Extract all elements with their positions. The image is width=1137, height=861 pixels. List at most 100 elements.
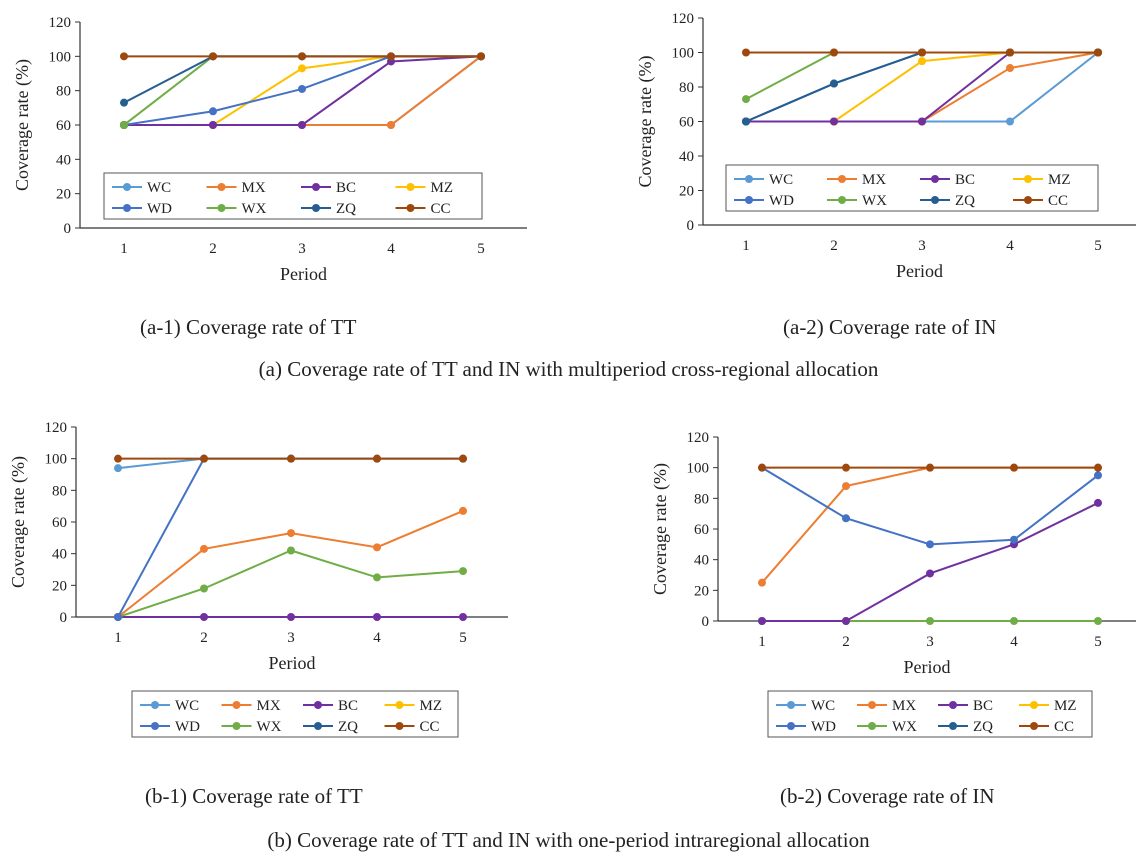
x-tick-label: 4 (373, 630, 381, 646)
series-line-wx (117, 549, 464, 618)
point-bc (287, 613, 295, 621)
x-tick-label: 3 (287, 630, 295, 646)
x-tick-label: 1 (742, 238, 750, 254)
y-axis-title: Coverage rate (%) (12, 59, 33, 191)
point-mz (298, 64, 306, 73)
y-tick-label: 20 (694, 583, 709, 599)
y-axis-title: Coverage rate (%) (8, 456, 29, 588)
y-axis-title: Coverage rate (%) (635, 56, 656, 188)
point-mx (373, 543, 381, 552)
point-bc (1094, 498, 1102, 507)
chart-a1: 0 20 40 60 80 100 120 1 2 3 4 5 Period Coverage rate … (12, 15, 527, 284)
point-bc (298, 121, 306, 129)
point-mx (459, 506, 467, 515)
legend-marker-wx (838, 196, 846, 204)
legend-label-wx: WX (862, 193, 887, 209)
series-line-mx (117, 509, 464, 618)
y-tick-label: 120 (45, 420, 68, 436)
legend-label-mx: MX (242, 180, 266, 196)
y-tick-label: 0 (60, 610, 68, 626)
point-bc (918, 117, 926, 126)
legend-marker-mz (406, 183, 415, 191)
legend: WC MX BC MZ WD WX ZQ CC (767, 690, 1093, 738)
point-mx (1006, 64, 1014, 73)
point-mx (758, 578, 766, 587)
point-wx (287, 546, 295, 555)
series-line-wd (117, 457, 463, 618)
point-bc (830, 117, 838, 126)
point-wc (1006, 117, 1014, 126)
caption-a2: (a-2) Coverage rate of IN (783, 315, 997, 339)
legend-label-wx: WX (257, 719, 282, 735)
point-cc (120, 52, 128, 61)
y-tick-label: 40 (52, 547, 67, 563)
legend-label-bc: BC (955, 172, 975, 188)
caption-a: (a) Coverage rate of TT and IN with mult… (258, 357, 879, 381)
point-bc (209, 121, 217, 129)
legend-label-mz: MZ (1048, 172, 1071, 188)
legend-label-mx: MX (257, 698, 281, 714)
y-tick-label: 60 (679, 115, 694, 131)
x-tick-label: 4 (1006, 238, 1014, 254)
y-tick-label: 40 (679, 149, 694, 165)
y-tick-label: 20 (56, 187, 71, 203)
point-cc (926, 463, 934, 472)
point-wd (298, 84, 306, 93)
legend-label-mx: MX (862, 172, 886, 188)
x-tick-label: 5 (459, 630, 467, 646)
point-wd (209, 107, 217, 116)
legend-label-wc: WC (147, 180, 171, 196)
legend-marker-mx (838, 175, 846, 183)
legend-marker-cc (1030, 722, 1038, 730)
point-cc (1094, 463, 1102, 472)
legend-label-mz: MZ (431, 180, 454, 196)
point-wd (1094, 471, 1102, 480)
chart-b1: 0 20 40 60 80 100 120 1 2 3 4 5 Period Coverage rate … (8, 420, 508, 738)
legend-marker-wd (787, 722, 795, 730)
x-tick-label: 4 (387, 241, 395, 257)
legend-label-wc: WC (769, 172, 793, 188)
y-axis-title: Coverage rate (%) (650, 463, 671, 595)
y-tick-label: 80 (52, 483, 67, 499)
y-tick-label: 80 (679, 80, 694, 96)
y-tick-label: 100 (45, 452, 68, 468)
x-tick-label: 4 (1010, 634, 1018, 650)
point-wc (114, 464, 122, 473)
legend-label-wd: WD (175, 719, 200, 735)
point-wx (926, 617, 934, 625)
legend-marker-mx (217, 183, 226, 191)
legend-label-cc: CC (420, 719, 440, 735)
point-cc (1006, 48, 1014, 57)
point-zq (120, 98, 128, 107)
legend-marker-zq (314, 722, 322, 730)
legend-label-mz: MZ (420, 698, 443, 714)
x-tick-label: 1 (758, 634, 766, 650)
y-tick-label: 60 (56, 118, 71, 134)
point-wd (842, 514, 850, 523)
legend: WC MX BC MZ WD WX ZQ CC (725, 164, 1099, 212)
legend-box (767, 690, 1093, 738)
point-bc (842, 617, 850, 625)
y-tick-label: 40 (56, 152, 71, 168)
legend-label-zq: ZQ (955, 193, 975, 209)
legend-marker-mx (868, 701, 876, 709)
point-wd (114, 613, 122, 621)
point-mx (200, 544, 208, 553)
series-line-mx (761, 466, 1098, 584)
y-tick-label: 80 (56, 84, 71, 100)
legend-label-wc: WC (811, 698, 835, 714)
legend-label-mx: MX (892, 698, 916, 714)
point-wx (373, 573, 381, 582)
legend-box (131, 690, 459, 738)
legend-marker-wd (151, 722, 159, 730)
x-tick-label: 1 (114, 630, 122, 646)
legend-marker-cc (1024, 196, 1032, 204)
legend-label-zq: ZQ (973, 719, 993, 735)
y-tick-label: 20 (52, 578, 67, 594)
x-tick-label: 3 (298, 241, 306, 257)
point-cc (298, 52, 306, 61)
legend-label-wd: WD (147, 201, 172, 217)
legend-marker-zq (931, 196, 939, 204)
legend-marker-wc (151, 701, 159, 709)
y-tick-label: 120 (672, 11, 695, 27)
